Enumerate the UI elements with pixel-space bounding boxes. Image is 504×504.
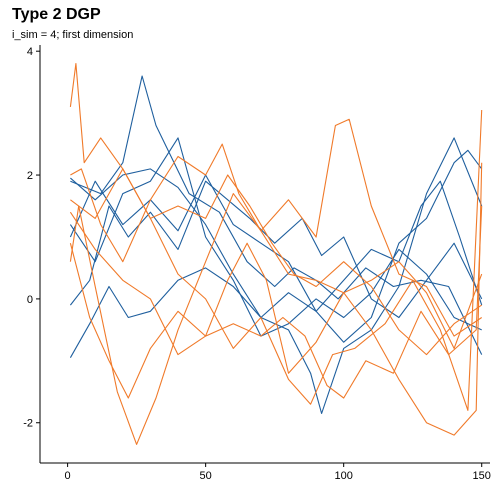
y-ticks: -2 0 2 4 — [23, 46, 40, 430]
series-line-blue — [69, 149, 483, 343]
series-line-blue — [69, 180, 483, 319]
y-tick-label: 0 — [27, 294, 33, 306]
y-tick-label: -2 — [23, 418, 33, 430]
series-line-orange — [69, 211, 483, 374]
series-line-orange — [70, 118, 483, 337]
y-tick-label: 4 — [27, 46, 33, 58]
x-tick-label: 50 — [200, 470, 212, 482]
series-line-blue — [70, 137, 483, 415]
chart-title: Type 2 DGP — [12, 6, 101, 23]
x-ticks: 0 50 100 150 — [65, 463, 491, 482]
x-tick-label: 150 — [473, 470, 491, 482]
series-layer — [69, 63, 483, 445]
y-tick-label: 2 — [27, 170, 33, 182]
x-tick-label: 0 — [65, 470, 71, 482]
series-line-blue — [69, 137, 482, 337]
series-line-blue — [69, 180, 483, 358]
series-line-orange — [70, 168, 483, 356]
series-line-orange — [69, 63, 483, 411]
axis-layer — [39, 45, 490, 464]
chart-subtitle: i_sim = 4; first dimension — [12, 29, 133, 41]
series-line-blue — [70, 75, 483, 355]
x-tick-label: 100 — [335, 470, 353, 482]
series-line-orange — [69, 205, 483, 399]
